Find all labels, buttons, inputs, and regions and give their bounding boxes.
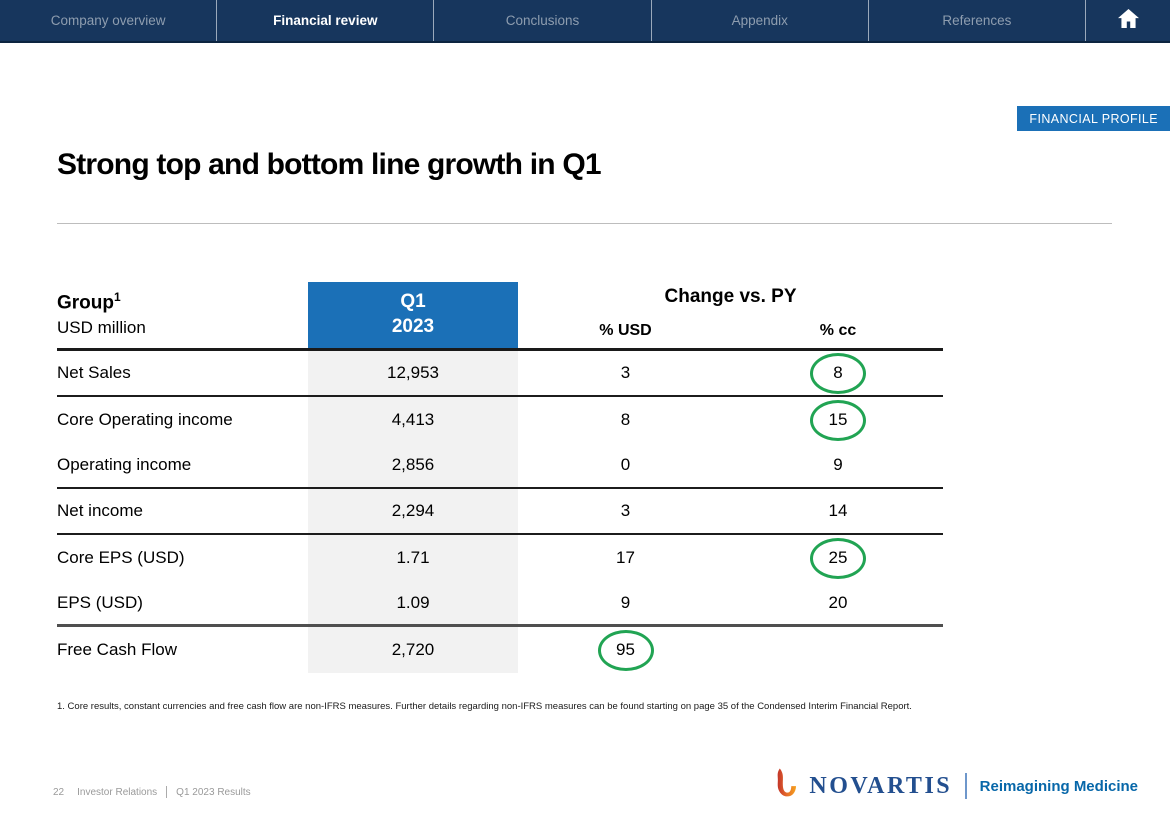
table-rows: Net Sales 12,953 3 8 Core Operating income 4,…	[57, 351, 943, 673]
footnote: 1. Core results, constant currencies and…	[57, 701, 912, 712]
row-label: Net Sales	[57, 363, 131, 382]
footer-deck-title: Q1 2023 Results	[176, 786, 251, 798]
cell-pct-cc: 14	[828, 501, 848, 520]
column-header-pct-cc: % cc	[819, 322, 857, 339]
footer-separator	[166, 786, 168, 798]
footer-section: Investor Relations	[77, 786, 158, 798]
nav-tab-company-overview[interactable]: Company overview	[50, 13, 166, 28]
nav-tab-appendix[interactable]: Appendix	[650, 0, 868, 41]
change-vs-py-header: Change vs. PY	[664, 286, 797, 307]
cell-q1-2023: 2,294	[308, 489, 518, 533]
cell-pct-usd: 0	[620, 455, 631, 474]
nav-tab-financial-review[interactable]: Financial review	[216, 0, 433, 41]
cell-pct-cc: 8	[733, 351, 943, 395]
cell-q1-2023: 4,413	[308, 397, 518, 443]
cell-pct-cc: 15	[733, 397, 943, 443]
cell-q1-2023: 2,720	[308, 627, 518, 673]
table-row: Net Sales 12,953 3 8	[57, 351, 943, 397]
page-number: 22	[53, 786, 65, 798]
highlight-circle: 15	[810, 399, 866, 441]
row-label: Core EPS (USD)	[57, 548, 185, 567]
nav-home-button[interactable]	[1085, 0, 1170, 41]
cell-q1-2023: 2,856	[308, 443, 518, 487]
cell-q1-2023: 1.09	[308, 581, 518, 624]
cell-pct-usd: 95	[518, 627, 733, 673]
row-label: Operating income	[57, 455, 192, 474]
highlight-circle: 8	[810, 352, 866, 394]
cell-q1-2023: 1.71	[308, 535, 518, 581]
cell-pct-usd: 3	[620, 501, 631, 520]
page-title: Strong top and bottom line growth in Q1	[57, 148, 602, 181]
cell-pct-usd: 17	[616, 548, 635, 567]
home-icon	[1117, 8, 1140, 34]
highlight-circle: 25	[810, 537, 866, 579]
cell-pct-cc: 25	[733, 535, 943, 581]
row-label: Free Cash Flow	[57, 640, 177, 659]
row-label: Core Operating income	[57, 410, 233, 429]
row-label: EPS (USD)	[57, 592, 143, 612]
nav-tab-conclusions[interactable]: Conclusions	[433, 0, 650, 41]
top-nav: Company overview Financial review Conclusi…	[0, 0, 1170, 43]
financial-profile-badge: FINANCIAL PROFILE	[1017, 106, 1170, 131]
cell-pct-cc: 20	[828, 592, 848, 612]
highlight-circle: 95	[597, 629, 654, 671]
table-row: Operating income 2,856 0 9	[57, 443, 943, 489]
table-row: Net income 2,294 3 14	[57, 489, 943, 535]
period-header: Q1 2023	[308, 282, 518, 348]
column-header-pct-usd: % USD	[599, 322, 652, 339]
period-line1: Q1	[400, 291, 426, 313]
cell-pct-usd: 8	[620, 410, 631, 429]
period-line2: 2023	[391, 316, 435, 337]
title-divider	[57, 223, 1112, 224]
group-header: Group1	[57, 290, 121, 314]
cell-pct-usd: 9	[620, 592, 631, 612]
top-nav-tabs: Company overview Financial review Conclusi…	[0, 0, 1085, 41]
financial-table: Group1 USD million Q1 2023 Change vs. PY…	[57, 282, 943, 673]
cell-q1-2023: 12,953	[308, 351, 518, 395]
novartis-logo: NOVARTIS Reimagining Medicine	[772, 768, 1138, 804]
unit-label: USD million	[57, 318, 146, 337]
table-row: Core Operating income 4,413 8 15	[57, 397, 943, 443]
cell-pct-usd: 3	[620, 363, 631, 382]
table-row: EPS (USD) 1.09 9 20	[57, 581, 943, 627]
row-label: Net income	[57, 501, 143, 520]
cell-pct-cc: 9	[833, 455, 843, 474]
cell-pct-cc	[733, 627, 943, 673]
table-row: Free Cash Flow 2,720 95	[57, 627, 943, 673]
table-row: Core EPS (USD) 1.71 17 25	[57, 535, 943, 581]
footer-info: 22 Investor Relations Q1 2023 Results	[53, 786, 251, 798]
logo-separator	[965, 773, 967, 799]
brand-tagline: Reimagining Medicine	[979, 777, 1138, 795]
nav-tab-references[interactable]: References	[867, 0, 1085, 41]
novartis-flame-icon	[772, 768, 799, 804]
brand-wordmark: NOVARTIS	[809, 772, 953, 799]
footnote-marker: 1	[114, 290, 121, 304]
table-header: Group1 USD million Q1 2023 Change vs. PY…	[57, 282, 943, 351]
